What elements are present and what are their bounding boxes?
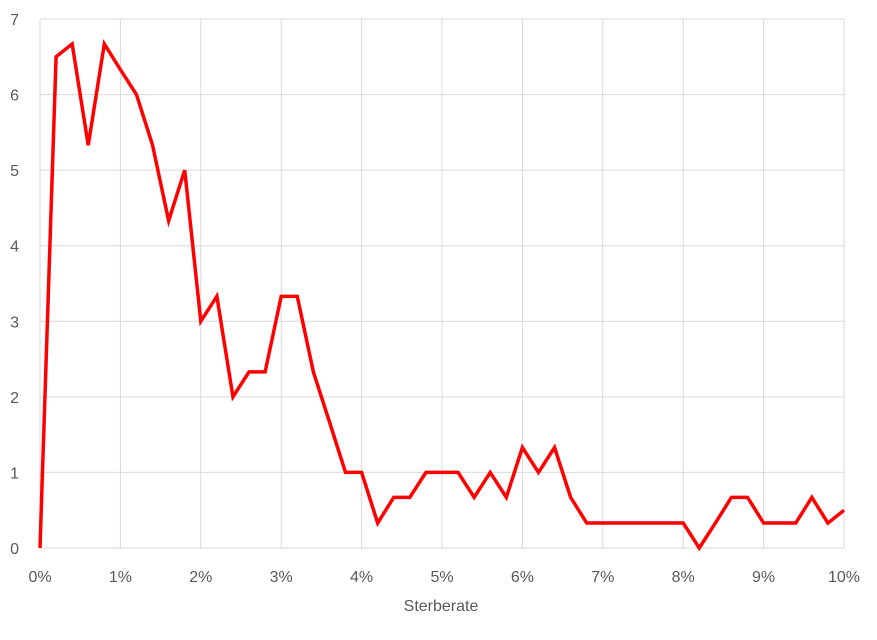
y-tick-label: 0 [10, 541, 19, 558]
x-tick-label: 4% [350, 569, 373, 586]
y-tick-label: 2 [10, 390, 19, 407]
y-tick-label: 1 [10, 465, 19, 482]
x-tick-label: 3% [270, 569, 293, 586]
y-tick-label: 4 [10, 239, 19, 256]
y-tick-label: 7 [10, 12, 19, 29]
series-line-0 [38, 39, 846, 552]
x-tick-label: 10% [828, 569, 860, 586]
x-tick-label: 6% [511, 569, 534, 586]
x-tick-label: 1% [109, 569, 132, 586]
y-tick-label: 5 [10, 163, 19, 180]
x-tick-label: 8% [672, 569, 695, 586]
series-lines [38, 39, 846, 552]
x-tick-label: 7% [591, 569, 614, 586]
tick-labels: 0% 1% 2% 3% 4% 5% 6% 7% 8% 9% 10% 0 1 2 3 4 5 6 7 [10, 12, 860, 586]
y-tick-label: 6 [10, 88, 19, 105]
x-tick-label: 5% [430, 569, 453, 586]
x-axis-title: Sterberate [404, 598, 479, 615]
x-tick-label: 9% [752, 569, 775, 586]
axes [39, 19, 844, 549]
x-tick-label: 0% [28, 569, 51, 586]
y-tick-label: 3 [10, 314, 19, 331]
gridlines [40, 18, 845, 548]
x-tick-label: 2% [189, 569, 212, 586]
